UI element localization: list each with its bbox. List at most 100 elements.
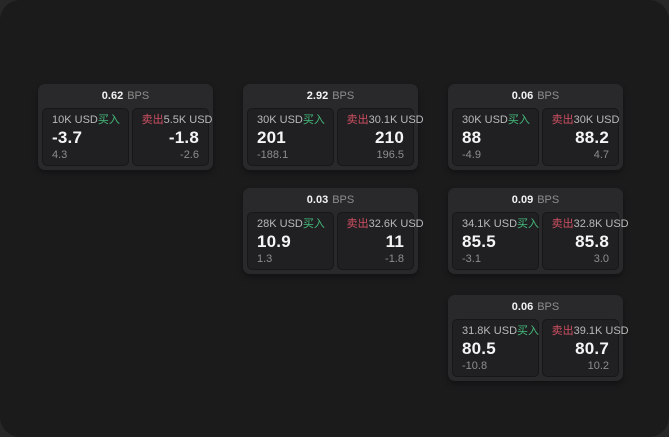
buy-amount: 10K USD xyxy=(52,114,98,126)
sell-price: 11 xyxy=(385,232,404,251)
buy-panel[interactable]: 10K USD 买入 -3.7 4.3 xyxy=(42,108,129,166)
buy-top-row: 34.1K USD 买入 xyxy=(462,218,539,231)
buy-delta: 1.3 xyxy=(257,253,273,265)
sell-delta: 10.2 xyxy=(587,360,609,372)
quote-card: 0.09 BPS 34.1K USD 买入 85.5 -3.1 卖出 32.8K… xyxy=(448,188,629,274)
buy-amount: 30K USD xyxy=(257,114,303,126)
buy-delta: -188.1 xyxy=(257,149,289,161)
buy-top-row: 30K USD 买入 xyxy=(462,114,530,127)
sell-panel[interactable]: 卖出 30K USD 88.2 4.7 xyxy=(541,108,620,166)
sell-amount: 5.5K USD xyxy=(163,114,213,126)
bps-value: 0.09 xyxy=(511,194,534,206)
bps-suffix-label: BPS xyxy=(332,194,355,206)
buy-price: 201 xyxy=(257,128,286,147)
buy-top-row: 28K USD 买入 xyxy=(257,218,325,231)
quote-card: 0.62 BPS 10K USD 买入 -3.7 4.3 卖出 5.5K USD… xyxy=(38,84,213,170)
sell-panel[interactable]: 卖出 32.6K USD 11 -1.8 xyxy=(336,212,424,270)
quote-panels: 10K USD 买入 -3.7 4.3 卖出 5.5K USD -1.8 -2.… xyxy=(42,108,213,166)
buy-amount: 28K USD xyxy=(257,218,303,230)
sell-price: 85.8 xyxy=(575,232,609,251)
buy-top-row: 30K USD 买入 xyxy=(257,114,325,127)
sell-price: 80.7 xyxy=(575,339,609,358)
sell-amount: 30K USD xyxy=(573,114,620,126)
quote-panels: 31.8K USD 买入 80.5 -10.8 卖出 39.1K USD 80.… xyxy=(452,319,629,377)
sell-delta: 196.5 xyxy=(376,149,404,161)
buy-price: 88 xyxy=(462,128,482,147)
card-header: 0.06 BPS xyxy=(448,295,623,319)
bps-suffix-label: BPS xyxy=(537,301,560,313)
sell-price: 210 xyxy=(375,128,404,147)
sell-top-row: 卖出 39.1K USD xyxy=(551,325,629,338)
buy-panel[interactable]: 31.8K USD 买入 80.5 -10.8 xyxy=(452,319,539,377)
buy-side-label: 买入 xyxy=(302,218,325,230)
sell-side-label: 卖出 xyxy=(551,114,574,126)
buy-side-label: 买入 xyxy=(517,325,540,337)
quote-panels: 28K USD 买入 10.9 1.3 卖出 32.6K USD 11 -1.8 xyxy=(247,212,424,270)
sell-top-row: 卖出 30.1K USD xyxy=(347,114,424,127)
buy-price: -3.7 xyxy=(52,128,83,147)
bps-suffix-label: BPS xyxy=(537,90,560,102)
card-header: 0.62 BPS xyxy=(38,84,213,108)
sell-top-row: 卖出 30K USD xyxy=(551,114,620,127)
card-header: 2.92 BPS xyxy=(243,84,418,108)
buy-delta: -10.8 xyxy=(462,360,488,372)
buy-side-label: 买入 xyxy=(507,114,530,126)
buy-panel[interactable]: 30K USD 买入 201 -188.1 xyxy=(247,108,334,166)
bps-value: 2.92 xyxy=(306,90,329,102)
quote-card: 0.06 BPS 31.8K USD 买入 80.5 -10.8 卖出 39.1… xyxy=(448,295,629,381)
sell-panel[interactable]: 卖出 32.8K USD 85.8 3.0 xyxy=(541,212,629,270)
sell-panel[interactable]: 卖出 30.1K USD 210 196.5 xyxy=(336,108,424,166)
buy-amount: 31.8K USD xyxy=(462,325,518,337)
card-header: 0.09 BPS xyxy=(448,188,623,212)
buy-price: 10.9 xyxy=(257,232,291,251)
bps-value: 0.06 xyxy=(511,90,534,102)
sell-price: 88.2 xyxy=(575,128,609,147)
buy-side-label: 买入 xyxy=(517,218,540,230)
buy-price: 85.5 xyxy=(462,232,496,251)
bps-suffix-label: BPS xyxy=(537,194,560,206)
buy-top-row: 10K USD 买入 xyxy=(52,114,120,127)
bps-value: 0.62 xyxy=(101,90,124,102)
buy-amount: 30K USD xyxy=(462,114,508,126)
quote-card: 2.92 BPS 30K USD 买入 201 -188.1 卖出 30.1K … xyxy=(243,84,424,170)
buy-delta: -4.9 xyxy=(462,149,481,161)
quote-panels: 30K USD 买入 201 -188.1 卖出 30.1K USD 210 1… xyxy=(247,108,424,166)
sell-panel[interactable]: 卖出 5.5K USD -1.8 -2.6 xyxy=(131,108,213,166)
buy-delta: 4.3 xyxy=(52,149,68,161)
sell-top-row: 卖出 32.8K USD xyxy=(551,218,629,231)
sell-delta: -2.6 xyxy=(180,149,199,161)
quote-panels: 30K USD 买入 88 -4.9 卖出 30K USD 88.2 4.7 xyxy=(452,108,619,166)
sell-side-label: 卖出 xyxy=(551,218,574,230)
card-header: 0.06 BPS xyxy=(448,84,623,108)
sell-amount: 32.8K USD xyxy=(573,218,629,230)
sell-side-label: 卖出 xyxy=(141,114,164,126)
buy-side-label: 买入 xyxy=(97,114,120,126)
bps-value: 0.03 xyxy=(306,194,329,206)
buy-panel[interactable]: 28K USD 买入 10.9 1.3 xyxy=(247,212,334,270)
buy-amount: 34.1K USD xyxy=(462,218,518,230)
sell-delta: 3.0 xyxy=(593,253,609,265)
sell-amount: 39.1K USD xyxy=(573,325,629,337)
quote-panels: 34.1K USD 买入 85.5 -3.1 卖出 32.8K USD 85.8… xyxy=(452,212,629,270)
quote-card: 0.06 BPS 30K USD 买入 88 -4.9 卖出 30K USD 8… xyxy=(448,84,623,170)
sell-top-row: 卖出 5.5K USD xyxy=(141,114,213,127)
sell-price: -1.8 xyxy=(168,128,199,147)
sell-side-label: 卖出 xyxy=(346,218,369,230)
buy-side-label: 买入 xyxy=(302,114,325,126)
buy-delta: -3.1 xyxy=(462,253,481,265)
sell-side-label: 卖出 xyxy=(551,325,574,337)
sell-amount: 32.6K USD xyxy=(368,218,424,230)
buy-price: 80.5 xyxy=(462,339,496,358)
sell-top-row: 卖出 32.6K USD xyxy=(346,218,424,231)
bps-suffix-label: BPS xyxy=(332,90,355,102)
buy-panel[interactable]: 30K USD 买入 88 -4.9 xyxy=(452,108,539,166)
bps-suffix-label: BPS xyxy=(127,90,150,102)
sell-delta: -1.8 xyxy=(385,253,404,265)
sell-amount: 30.1K USD xyxy=(368,114,424,126)
buy-panel[interactable]: 34.1K USD 买入 85.5 -3.1 xyxy=(452,212,539,270)
buy-top-row: 31.8K USD 买入 xyxy=(462,325,539,338)
bps-value: 0.06 xyxy=(511,301,534,313)
sell-delta: 4.7 xyxy=(593,149,609,161)
sell-panel[interactable]: 卖出 39.1K USD 80.7 10.2 xyxy=(541,319,629,377)
